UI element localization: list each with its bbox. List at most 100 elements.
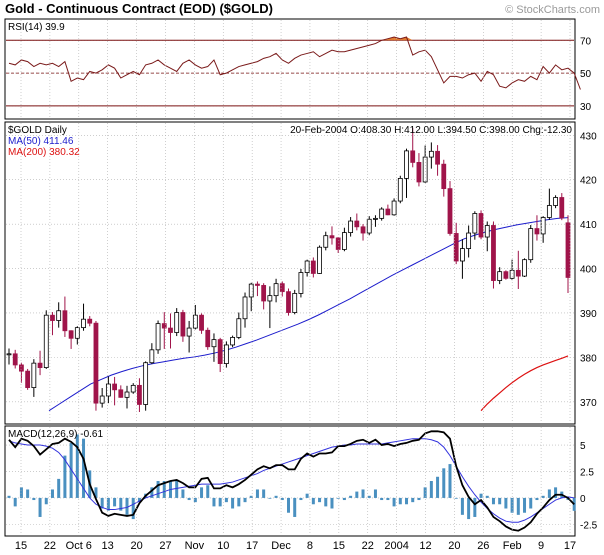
candle-body xyxy=(6,353,12,356)
candle-body xyxy=(199,314,204,331)
x-tick-label: 10 xyxy=(217,540,229,552)
macd-histogram-bar xyxy=(547,489,551,498)
candle-body xyxy=(87,318,93,324)
candle-body xyxy=(19,364,24,372)
candle-body xyxy=(397,178,403,202)
candle-body xyxy=(460,248,465,262)
price-y-tick-label: 400 xyxy=(580,265,597,276)
macd-histogram-bar xyxy=(330,497,334,509)
macd-histogram-bar xyxy=(318,497,322,503)
candle-body xyxy=(174,312,180,333)
candle-body xyxy=(223,344,229,364)
x-tick-label: 15 xyxy=(15,540,27,552)
candle-body xyxy=(466,232,472,249)
macd-histogram-bar xyxy=(44,497,48,505)
macd-histogram-bar xyxy=(106,497,110,511)
macd-histogram-bar xyxy=(94,487,98,498)
macd-histogram-bar xyxy=(299,497,303,501)
macd-histogram-bar xyxy=(473,497,477,517)
macd-y-tick-label: -2.5 xyxy=(580,520,598,531)
macd-histogram-bar xyxy=(429,481,433,498)
macd-histogram-bar xyxy=(50,489,54,498)
candle-body xyxy=(255,283,260,286)
macd-histogram-bar xyxy=(523,497,527,513)
x-tick-label: 15 xyxy=(333,540,345,552)
price-y-tick-label: 380 xyxy=(580,353,597,364)
candle-body xyxy=(93,322,99,404)
macd-histogram-bar xyxy=(82,438,86,498)
candle-body xyxy=(149,349,155,364)
macd-histogram-bar xyxy=(417,497,421,501)
candle-body xyxy=(497,271,503,281)
macd-histogram-bar xyxy=(19,487,23,498)
candle-body xyxy=(546,205,552,218)
candle-body xyxy=(248,283,254,298)
macd-histogram-bar xyxy=(380,497,384,501)
rsi-title: RSI(14) 39.9 xyxy=(8,22,65,33)
rsi-y-tick-label: 50 xyxy=(580,69,592,80)
legend-ma200: MA(200) 380.32 xyxy=(8,147,80,158)
candle-body xyxy=(453,233,459,262)
candle-body xyxy=(261,285,267,302)
macd-histogram-bar xyxy=(411,497,415,503)
candle-body xyxy=(161,323,167,329)
candle-body xyxy=(273,283,279,297)
candle-body xyxy=(25,370,31,388)
candle-body xyxy=(553,197,558,206)
candle-body xyxy=(236,318,242,338)
macd-histogram-bar xyxy=(460,497,464,515)
price-y-tick-label: 420 xyxy=(580,176,597,187)
candle-body xyxy=(391,200,397,216)
candle-body xyxy=(68,330,74,339)
macd-histogram-bar xyxy=(262,489,266,498)
watermark: © StockCharts.com xyxy=(505,4,600,16)
candle-body xyxy=(50,314,55,321)
candle-body xyxy=(124,391,130,398)
candle-body xyxy=(484,225,490,238)
macd-histogram-bar xyxy=(249,495,253,498)
macd-histogram-bar xyxy=(162,481,166,498)
macd-histogram-bar xyxy=(467,497,471,520)
macd-title: MACD(12,26,9) -0.61 xyxy=(8,429,103,440)
candle-body xyxy=(528,228,534,261)
candle-body xyxy=(509,269,515,279)
candle-body xyxy=(230,336,236,346)
price-panel xyxy=(4,121,576,425)
macd-histogram-bar xyxy=(125,497,129,515)
macd-histogram-bar xyxy=(237,497,241,507)
macd-histogram-bar xyxy=(454,497,458,499)
candle-body xyxy=(56,310,62,321)
candle-body xyxy=(416,162,422,183)
macd-histogram-bar xyxy=(516,497,520,515)
candle-body xyxy=(472,213,478,234)
macd-histogram-bar xyxy=(535,497,539,501)
macd-histogram-bar xyxy=(156,481,160,498)
macd-histogram-bar xyxy=(255,489,259,498)
ma200-line xyxy=(480,355,569,412)
macd-histogram-bar xyxy=(32,497,36,501)
candle-body xyxy=(565,222,571,278)
x-tick-label: 20 xyxy=(130,540,142,552)
x-tick-label: 17 xyxy=(246,540,258,552)
candle-body xyxy=(341,232,347,250)
macd-histogram-bar xyxy=(361,489,365,498)
macd-histogram-bar xyxy=(293,497,297,517)
macd-histogram-bar xyxy=(268,497,272,499)
candle-body xyxy=(143,362,149,405)
candle-body xyxy=(515,269,521,277)
macd-histogram-bar xyxy=(150,487,154,498)
candle-body xyxy=(112,383,117,391)
macd-histogram-bar xyxy=(175,481,179,498)
x-tick-label: 12 xyxy=(419,540,431,552)
candle-body xyxy=(137,384,142,405)
candle-body xyxy=(81,318,86,329)
candle-body xyxy=(205,329,211,348)
macd-histogram-bar xyxy=(485,495,489,498)
macd-histogram-bar xyxy=(119,497,123,511)
macd-histogram-bar xyxy=(287,497,290,513)
candle-body xyxy=(503,271,509,279)
macd-histogram-bar xyxy=(504,497,508,509)
rsi-line xyxy=(8,36,581,90)
candle-body xyxy=(37,362,43,368)
